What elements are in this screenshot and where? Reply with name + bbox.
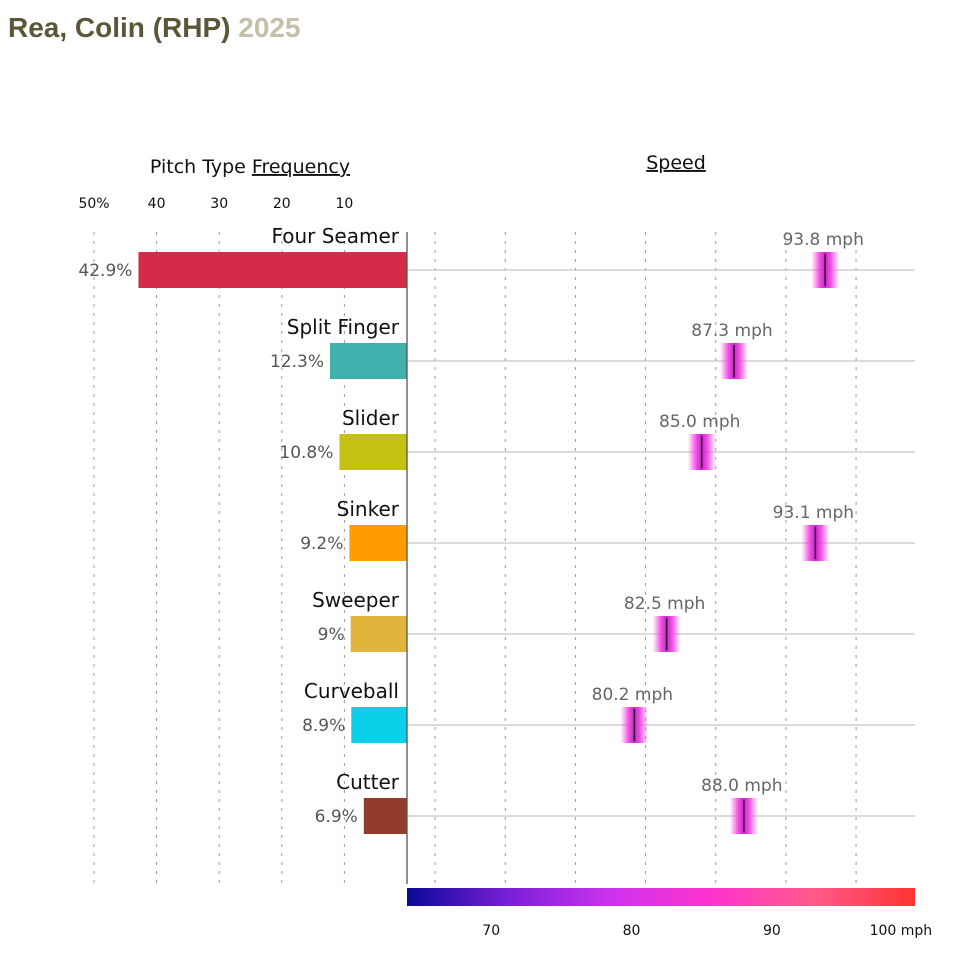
frequency-bar	[330, 343, 407, 379]
frequency-bar	[350, 616, 407, 652]
frequency-title-prefix: Pitch Type	[150, 156, 252, 178]
pitch-name-label: Curveball	[304, 679, 399, 703]
player-name: Rea, Colin (RHP)	[8, 12, 231, 43]
frequency-value-label: 10.8%	[279, 443, 333, 463]
speed-value-label: 85.0 mph	[659, 412, 740, 432]
frequency-tick-label: 50%	[78, 196, 109, 212]
frequency-title: Pitch Type Frequency	[150, 156, 350, 178]
frequency-bar	[138, 252, 408, 288]
speed-value-label: 87.3 mph	[691, 321, 772, 341]
frequency-bar	[339, 434, 407, 470]
frequency-value-label: 12.3%	[270, 352, 324, 372]
frequency-value-label: 42.9%	[78, 261, 132, 281]
frequency-tick-label: 40	[148, 196, 166, 212]
season-year: 2025	[238, 12, 301, 43]
speed-value-label: 93.1 mph	[773, 503, 854, 523]
speed-value-label: 80.2 mph	[592, 685, 673, 705]
pitch-name-label: Sinker	[337, 497, 400, 521]
colorbar-tick-label: 100 mph	[870, 923, 933, 939]
speed-title: Speed	[646, 152, 706, 174]
pitch-name-label: Sweeper	[312, 588, 400, 612]
speed-colorbar	[407, 888, 915, 906]
frequency-value-label: 9%	[318, 625, 345, 645]
frequency-bar	[349, 525, 407, 561]
speed-value-label: 82.5 mph	[624, 594, 705, 614]
speed-value-label: 93.8 mph	[782, 230, 863, 250]
pitch-name-label: Cutter	[336, 770, 400, 794]
speed-value-label: 88.0 mph	[701, 776, 782, 796]
pitch-name-label: Split Finger	[287, 315, 400, 339]
frequency-value-label: 9.2%	[300, 534, 343, 554]
frequency-value-label: 8.9%	[302, 716, 345, 736]
frequency-bar	[351, 707, 407, 743]
frequency-tick-label: 30	[210, 196, 228, 212]
frequency-title-underlined: Frequency	[252, 156, 350, 178]
colorbar-tick-label: 80	[623, 923, 641, 939]
pitch-name-label: Slider	[342, 406, 400, 430]
frequency-bar	[363, 798, 407, 834]
colorbar-tick-label: 70	[482, 923, 500, 939]
pitch-name-label: Four Seamer	[271, 224, 399, 248]
frequency-value-label: 6.9%	[315, 807, 358, 827]
colorbar-tick-label: 90	[763, 923, 781, 939]
frequency-tick-label: 10	[335, 196, 353, 212]
page-title: Rea, Colin (RHP) 2025	[8, 12, 301, 44]
frequency-tick-label: 20	[273, 196, 291, 212]
